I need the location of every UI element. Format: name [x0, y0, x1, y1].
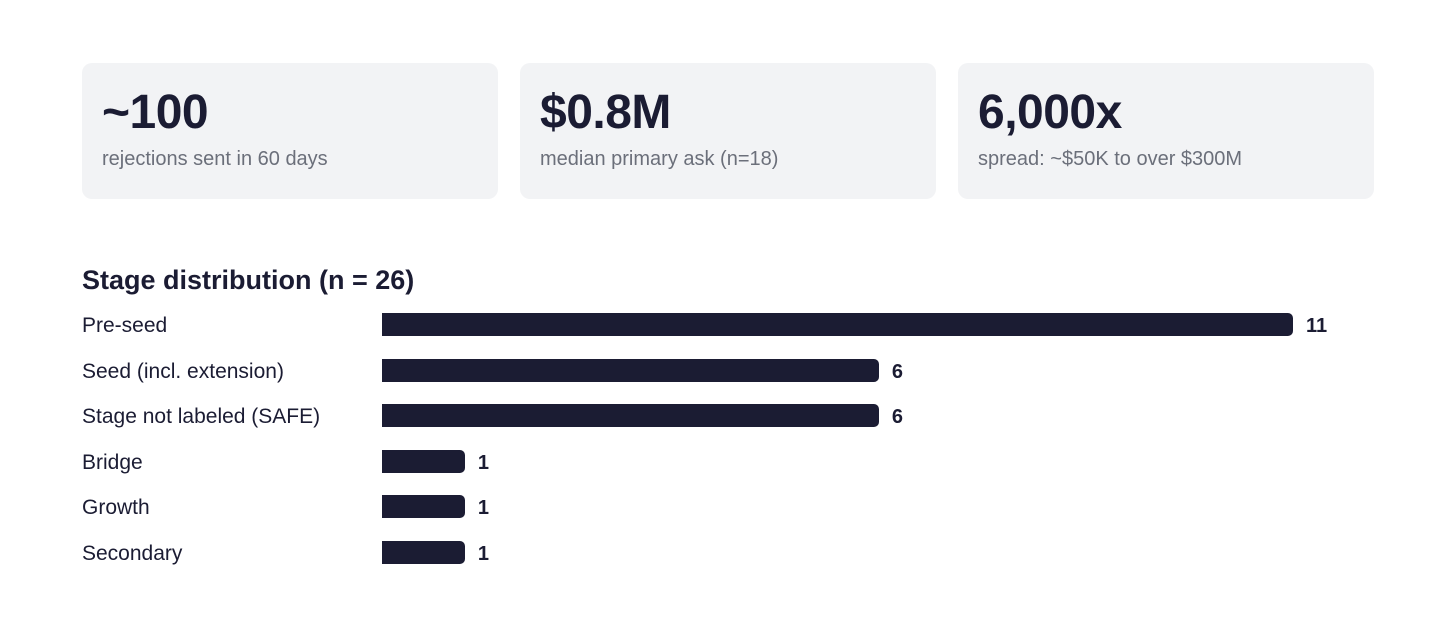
bar-category-label: Bridge — [82, 450, 143, 474]
stat-caption: median primary ask (n=18) — [540, 148, 779, 170]
bar-category-label: Stage not labeled (SAFE) — [82, 405, 321, 429]
bar-value-label: 1 — [477, 451, 489, 474]
bar-chart: Pre-seed 11 Seed (incl. extension) 6 Stage n… — [82, 303, 1372, 577]
chart-row: Stage not labeled (SAFE) 6 — [82, 394, 1372, 440]
stat-value: 6,000x — [978, 86, 1122, 139]
chart-row: Seed (incl. extension) 6 — [82, 349, 1372, 395]
bar — [382, 495, 465, 519]
chart-title: Stage distribution (n = 26) — [82, 265, 415, 295]
bar-category-label: Seed (incl. extension) — [82, 359, 284, 383]
bar-value-label: 11 — [1306, 315, 1328, 337]
bar-value-label: 1 — [477, 497, 489, 520]
bar — [382, 313, 1293, 336]
chart-row: Secondary 1 — [82, 531, 1372, 577]
bar-category-label: Pre-seed — [82, 314, 168, 337]
bar — [382, 358, 879, 382]
stat-caption: spread: ~$50K to over $300M — [978, 148, 1243, 170]
stat-card-median-ask: $0.8M median primary ask (n=18) — [520, 63, 936, 199]
bar-value-label: 6 — [891, 360, 904, 383]
stat-value: $0.8M — [540, 86, 671, 139]
bar-category-label: Secondary — [82, 541, 183, 565]
bar-value-label: 1 — [477, 542, 489, 565]
stats-row: ~100 rejections sent in 60 days $0.8M me… — [82, 63, 1374, 199]
bar — [382, 404, 879, 428]
stat-caption: rejections sent in 60 days — [102, 148, 328, 170]
stat-card-spread: 6,000x spread: ~$50K to over $300M — [958, 63, 1374, 199]
bar-category-label: Growth — [82, 496, 150, 520]
chart-row: Growth 1 — [82, 485, 1372, 531]
bar-value-label: 6 — [891, 406, 904, 429]
stat-value: ~100 — [102, 86, 209, 139]
bar — [382, 449, 465, 473]
bar — [382, 540, 465, 564]
chart-row: Bridge 1 — [82, 440, 1372, 486]
stat-card-rejections: ~100 rejections sent in 60 days — [82, 63, 498, 199]
chart-row: Pre-seed 11 — [82, 303, 1372, 349]
